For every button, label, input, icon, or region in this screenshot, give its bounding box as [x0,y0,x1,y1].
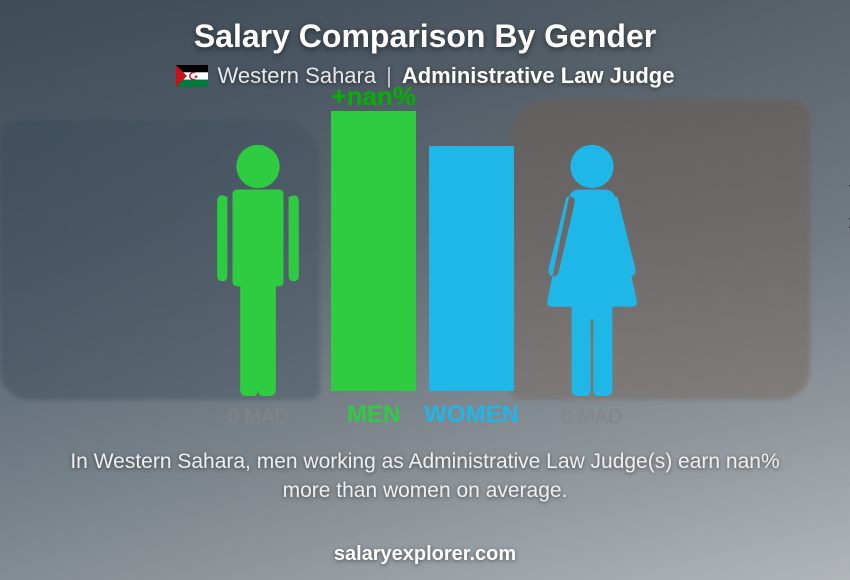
female-figure-col: 0 MAD [527,141,657,429]
female-icon [527,141,657,396]
men-bar-col: +nan% MEN [331,111,416,429]
men-label: MEN [347,401,400,429]
subtitle-row: Western Sahara | Administrative Law Judg… [176,63,675,89]
caption-text: In Western Sahara, men working as Admini… [60,447,790,506]
chart-area: Average Monthly Salary 0 MAD +nan% MEN W… [125,99,725,429]
page-title: Salary Comparison By Gender [194,18,656,55]
subtitle-role: Administrative Law Judge [402,63,675,89]
male-icon [193,141,323,396]
male-figure-col: 0 MAD [193,141,323,429]
men-value: 0 MAD [228,406,289,429]
infographic-container: Salary Comparison By Gender Western Saha… [0,0,850,580]
pct-label: +nan% [331,81,416,112]
women-bar [429,146,514,391]
women-label: WOMEN [424,401,519,429]
flag-icon [176,65,208,87]
men-bar: +nan% [331,111,416,391]
women-bar-col: WOMEN [424,146,519,429]
women-value: 0 MAD [561,406,622,429]
footer-link[interactable]: salaryexplorer.com [0,543,850,566]
